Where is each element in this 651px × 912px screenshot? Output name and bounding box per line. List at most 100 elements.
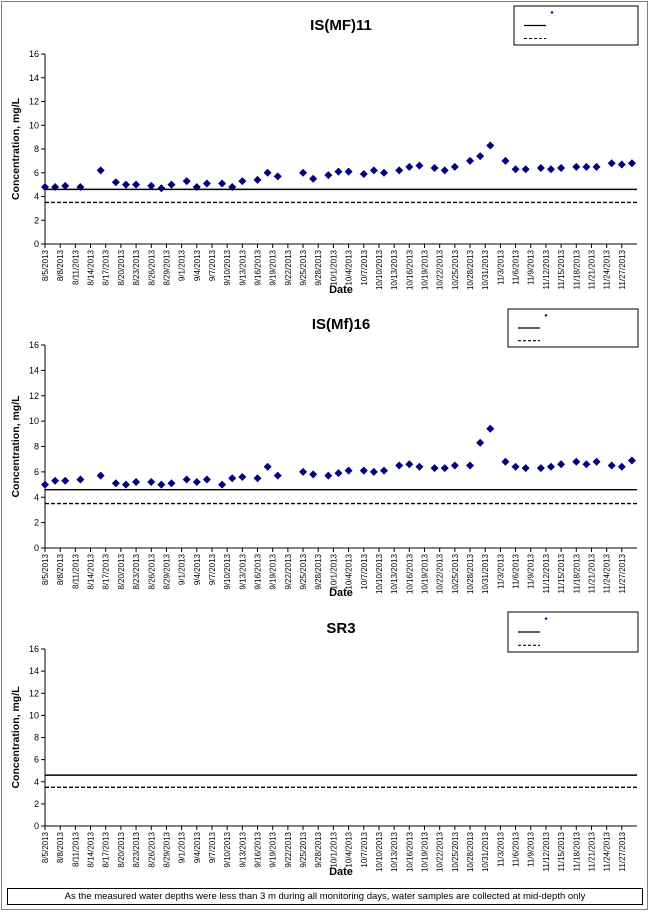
data-point (501, 156, 510, 165)
x-tick-label: 10/22/2013 (436, 249, 445, 290)
x-tick-label: 10/7/2013 (360, 249, 369, 285)
x-tick-label: 10/16/2013 (405, 553, 414, 594)
y-tick-label: 16 (29, 340, 39, 350)
y-tick-label: 6 (34, 755, 39, 765)
x-tick-label: 8/29/2013 (162, 553, 171, 589)
legend-marker-symbol (544, 313, 548, 317)
x-tick-label: 8/20/2013 (117, 831, 126, 867)
x-tick-label: 9/28/2013 (314, 831, 323, 867)
data-point (132, 180, 141, 189)
x-tick-label: 11/6/2013 (512, 831, 521, 867)
data-point (486, 424, 495, 433)
data-point (450, 162, 459, 171)
x-tick-label: 11/3/2013 (496, 831, 505, 867)
y-tick-label: 2 (34, 518, 39, 528)
data-point (218, 480, 227, 489)
x-tick-label: 9/10/2013 (223, 249, 232, 285)
data-point (572, 162, 581, 171)
x-tick-label: 10/13/2013 (390, 831, 399, 872)
x-tick-label: 11/15/2013 (557, 553, 566, 593)
data-point (415, 161, 424, 170)
x-tick-label: 11/9/2013 (527, 249, 536, 285)
x-tick-label: 10/4/2013 (345, 249, 354, 285)
data-point (380, 466, 389, 475)
y-tick-label: 10 (29, 416, 39, 426)
x-tick-label: 11/27/2013 (618, 553, 627, 593)
data-point (309, 470, 318, 479)
x-tick-label: 8/23/2013 (132, 831, 141, 867)
data-point (96, 166, 105, 175)
x-tick-label: 10/31/2013 (481, 249, 490, 290)
x-tick-label: 9/1/2013 (178, 831, 187, 863)
y-tick-label: 2 (34, 215, 39, 225)
x-tick-label: 11/15/2013 (557, 831, 566, 871)
y-tick-label: 4 (34, 777, 39, 787)
chart-is-mf-11: IS(MF)11 0 2 4 6 8 10 12 14 16 8/5/2013 8/8/2013 8/1… (10, 5, 639, 296)
data-point (415, 462, 424, 471)
x-tick-label: 11/24/2013 (603, 831, 612, 871)
data-point (299, 467, 308, 476)
x-tick-label: 11/12/2013 (542, 831, 551, 871)
data-point (466, 461, 475, 470)
x-tick-label: 8/8/2013 (56, 831, 65, 863)
data-point (41, 480, 49, 489)
x-tick-label: 8/23/2013 (132, 249, 141, 285)
chart-panel-1: IS(MF)11 0 2 4 6 8 10 12 14 16 8/5/2013 8/8/2013 8/1… (0, 3, 649, 303)
x-tick-label: 8/17/2013 (102, 249, 111, 285)
data-point (476, 152, 485, 161)
x-tick-label: 11/3/2013 (496, 553, 505, 589)
x-tick-label: 8/5/2013 (41, 553, 50, 585)
y-tick-label: 10 (29, 710, 39, 720)
chart-panel-2: IS(Mf)16 0 2 4 6 8 10 12 14 16 8/5/2013 8/8/2013 8/1… (0, 305, 649, 605)
y-tick-label: 2 (34, 799, 39, 809)
data-point (202, 475, 211, 484)
y-tick-label: 6 (34, 467, 39, 477)
x-tick-label: 9/22/2013 (284, 831, 293, 867)
data-point (202, 179, 211, 188)
x-tick-label: 10/31/2013 (481, 553, 490, 594)
x-tick-label: 9/19/2013 (269, 249, 278, 285)
y-tick-label: 12 (29, 391, 39, 401)
data-point (511, 462, 520, 471)
x-tick-label: 10/4/2013 (345, 831, 354, 867)
data-point (440, 464, 449, 473)
data-point (627, 159, 636, 168)
x-tick-label: 9/13/2013 (238, 553, 247, 589)
data-point (263, 462, 272, 471)
x-tick-label: 8/17/2013 (102, 553, 111, 589)
x-tick-label: 9/10/2013 (223, 831, 232, 867)
data-point (147, 478, 156, 487)
legend (507, 611, 639, 653)
data-point (486, 141, 495, 150)
data-point (405, 162, 414, 171)
data-point (359, 169, 368, 178)
x-tick-label: 9/10/2013 (223, 553, 232, 589)
x-tick-label: 8/26/2013 (147, 831, 156, 867)
data-point (111, 178, 120, 187)
x-tick-label: 10/1/2013 (329, 831, 338, 867)
x-tick-label: 10/13/2013 (390, 553, 399, 594)
x-tick-label: 9/13/2013 (238, 831, 247, 867)
data-point (238, 177, 247, 186)
x-tick-label: 10/13/2013 (390, 249, 399, 290)
data-point (395, 166, 404, 175)
x-tick-label: 11/3/2013 (496, 249, 505, 285)
data-point (253, 474, 262, 483)
x-tick-label: 9/19/2013 (269, 831, 278, 867)
x-tick-label: 9/25/2013 (299, 553, 308, 589)
y-tick-label: 8 (34, 144, 39, 154)
y-tick-label: 8 (34, 733, 39, 743)
data-point (582, 460, 591, 469)
y-axis-label: Concentration, mg/L (10, 395, 22, 498)
x-tick-label: 10/22/2013 (436, 831, 445, 872)
x-tick-label: 10/16/2013 (405, 249, 414, 290)
x-tick-label: 11/21/2013 (587, 249, 596, 289)
data-point (536, 464, 545, 473)
x-tick-label: 11/9/2013 (527, 553, 536, 589)
data-point (299, 168, 308, 177)
chart-panel-3: SR3 0 2 4 6 8 10 12 14 16 8/5/2013 8/8/2013 8/11/201… (0, 607, 649, 885)
x-tick-label: 8/14/2013 (87, 553, 96, 589)
x-tick-label: 10/19/2013 (420, 249, 429, 290)
data-point (546, 462, 555, 471)
x-tick-label: 9/16/2013 (254, 553, 263, 589)
